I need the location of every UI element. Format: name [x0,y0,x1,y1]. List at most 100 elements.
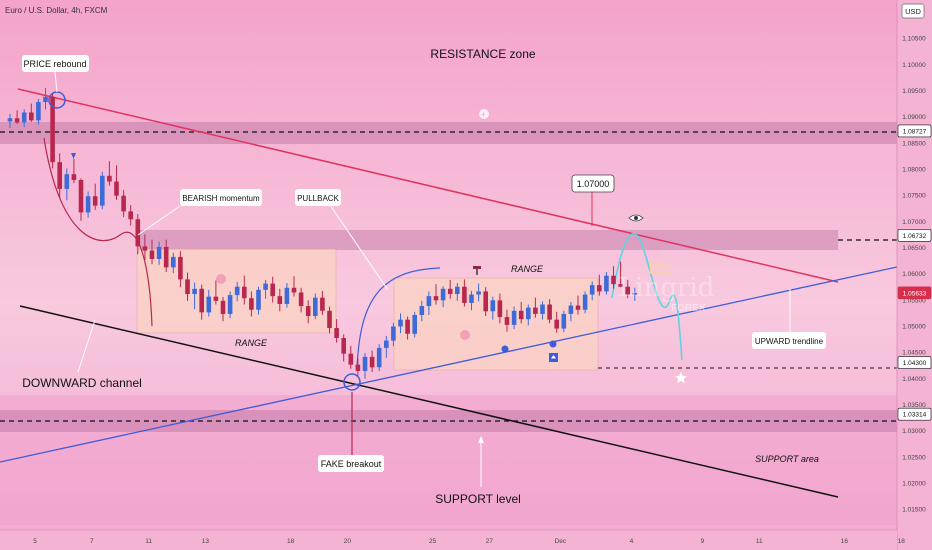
candle-body [313,297,318,317]
y-axis-ticks: 1.10500 1.10000 1.09500 1.09000 1.08500 1.080… [902,36,926,514]
candle-body [540,304,545,314]
upper-range-zone-band [140,230,838,250]
trendline-touch-dot-1 [501,345,509,353]
candle-body [142,246,148,251]
y-tick-label: 1.01500 [902,507,926,514]
x-tick-label: 11 [756,538,763,545]
x-tick-label: 11 [145,538,152,545]
candle-body [291,287,297,293]
x-tick-label: Dec [555,538,567,545]
candle-body [92,196,98,206]
candle-body [36,102,41,121]
fake-breakout-label: FAKE breakout [321,459,382,469]
candle-body [455,286,460,295]
candle-body [242,286,247,299]
y-tick-label: 1.08000 [902,166,926,173]
candle-body [85,196,91,213]
y-tick-label: 1.02000 [902,480,926,487]
candle-body [362,356,368,371]
candle-body [107,175,112,182]
candle-body [582,294,588,310]
price-tag-bg [897,407,932,421]
candle-body [632,292,638,295]
candle-body [625,286,630,295]
candle-body [305,306,311,317]
candle-body [43,96,48,103]
candle-body [149,250,155,259]
candle-body [447,288,453,295]
candle-body [156,246,162,259]
projection-curve [611,233,683,361]
pullback-curve [356,267,441,369]
level-1-07-label: 1.07000 [577,179,610,189]
candle-body [547,304,552,320]
y-tick-label: 1.07000 [902,219,926,226]
support-level-arrowhead [478,436,484,443]
hammer-icon [473,266,481,269]
candle-body [391,326,396,341]
candle-body [263,283,268,290]
price-rebound-box [22,55,89,72]
fake-breakout-box [318,455,384,472]
plus-icon [479,109,489,119]
y-tick-label: 1.05000 [902,323,926,330]
candle-body [511,310,517,325]
pullback-label: PULLBACK [297,194,339,203]
candle-body [483,291,488,312]
candle-body [192,288,197,295]
level-1-07-box [571,174,615,193]
y-tick-label: 1.06500 [902,245,926,252]
hammer-handle-icon [476,269,478,275]
price-tag-label: 1.06732 [903,233,927,240]
upward-trendline-label: UPWARD trendline [755,337,824,346]
bearish-momentum-label: BEARISH momentum [182,194,260,203]
price-tag-bg [897,356,932,369]
candle-body [419,306,425,315]
candle-body [369,356,375,368]
y-tick-label: 1.04000 [902,376,926,383]
candle-body [490,300,496,312]
candle-body [114,181,119,196]
currency-badge [901,3,925,19]
x-tick-label: 5 [33,538,37,545]
candle-body [327,310,332,329]
candle-body [575,305,581,310]
candle-body [462,286,467,303]
plus-glyph: + [481,110,486,119]
candle-body [518,310,524,320]
candle-body [348,353,354,365]
x-tick-label: 27 [486,538,494,545]
candle-body [533,307,538,314]
x-tick-label: 9 [701,538,705,545]
bearish-momentum-box [180,189,262,206]
x-tick-label: 18 [287,538,295,545]
x-tick-label: 25 [429,538,437,545]
candle-body [589,285,595,295]
candle-body [50,96,55,163]
range-label-right: RANGE [511,264,544,274]
candle-body [277,296,283,304]
downward-channel-line [19,305,839,498]
candle-body [355,364,361,371]
price-rebound-pointer [54,71,58,93]
snail-icon-left [216,274,226,284]
candle-body [21,112,27,123]
bearish-momentum-pointer [137,205,181,236]
crown-icon [649,259,671,274]
candle-body [284,287,290,304]
resistance-zone-label: RESISTANCE zone [430,47,535,61]
downward-channel-pointer [77,319,96,373]
y-tick-label: 1.03500 [902,402,926,409]
candle-body [398,319,403,327]
candle-body [405,319,410,334]
candle-body [7,118,13,122]
candle-body [163,246,169,268]
price-tag-bg [897,124,932,138]
candle-body [476,291,481,295]
bearish-swing-curve [43,137,153,327]
fake-breakout-marker [343,373,361,391]
pullback-pointer [329,204,389,291]
pullback-box [295,189,341,206]
